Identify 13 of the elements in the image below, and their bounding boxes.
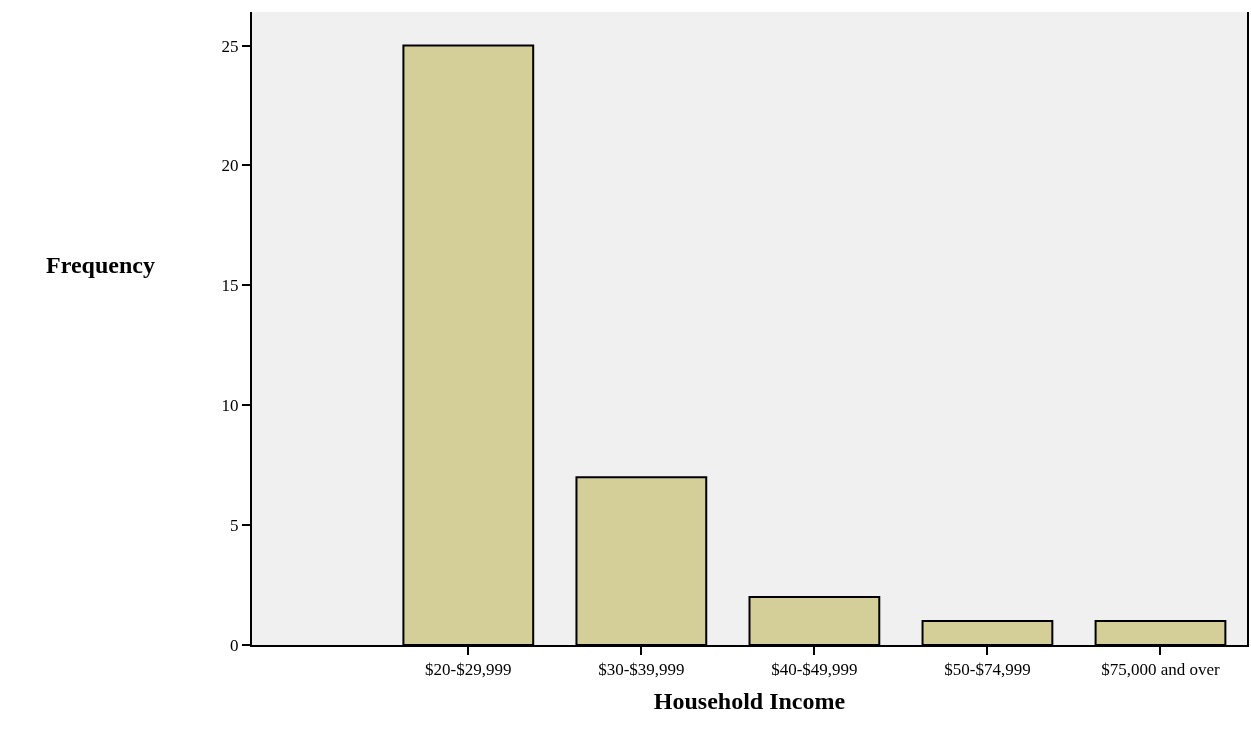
x-axis-title: Household Income: [653, 688, 846, 715]
y-tick-label: 0: [230, 635, 239, 655]
x-tick-label: $50-$74,999: [944, 660, 1031, 680]
y-tick-label: 10: [221, 396, 239, 416]
x-tick-label: $20-$29,999: [425, 660, 512, 680]
x-tick-label: $75,000 and over: [1101, 660, 1221, 680]
y-tick-label: 20: [221, 156, 239, 176]
y-tick-label: 5: [230, 516, 239, 536]
y-tick-label: 25: [221, 36, 239, 56]
y-tick-label: 15: [221, 276, 239, 296]
y-axis-title: Frequency: [46, 252, 155, 278]
x-tick-label: $30-$39,999: [598, 660, 685, 680]
x-tick-label: $40-$49,999: [771, 660, 858, 680]
